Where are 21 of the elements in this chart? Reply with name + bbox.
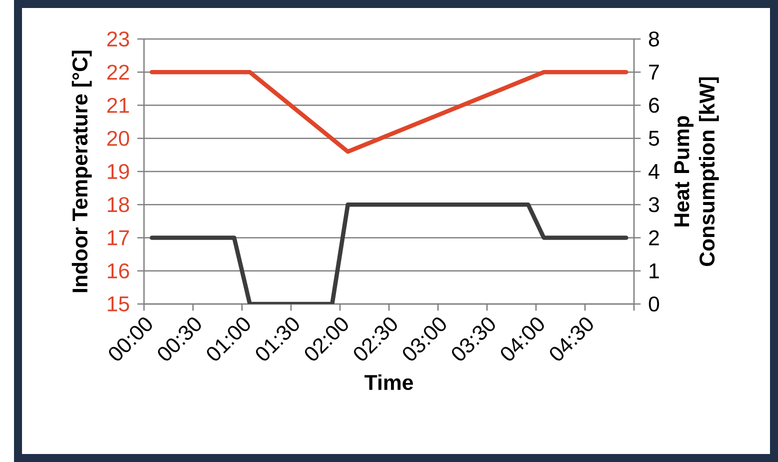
y-axis-title: Indoor Temperature [°C]: [72, 50, 92, 292]
y-tick-label: 16: [108, 263, 130, 278]
x-axis-title: Time: [364, 374, 413, 390]
y2-tick-label: 2: [649, 230, 659, 246]
y2-tick-label: 8: [648, 31, 659, 47]
y2-axis-title: Heat Pump Consumption [kW]: [674, 77, 719, 266]
y2-tick-label: 0: [648, 296, 660, 312]
y2-tick-label: 4: [648, 164, 660, 179]
y2-tick-label: 6: [649, 98, 659, 113]
y-tick-label: 15: [108, 296, 130, 312]
y2-tick-label: 5: [648, 130, 659, 146]
y2-tick-label: 1: [650, 264, 659, 278]
y-tick-label: 23: [107, 31, 130, 47]
y-tick-label: 17: [108, 230, 129, 246]
y-tick-label: 21: [107, 98, 129, 113]
y-tick-label: 19: [108, 164, 129, 180]
y2-tick-label: 3: [648, 197, 659, 212]
y2-tick-label: 7: [649, 64, 659, 80]
y-tick-label: 22: [107, 64, 129, 80]
y-tick-label: 18: [108, 197, 130, 212]
y-tick-label: 20: [107, 130, 130, 146]
